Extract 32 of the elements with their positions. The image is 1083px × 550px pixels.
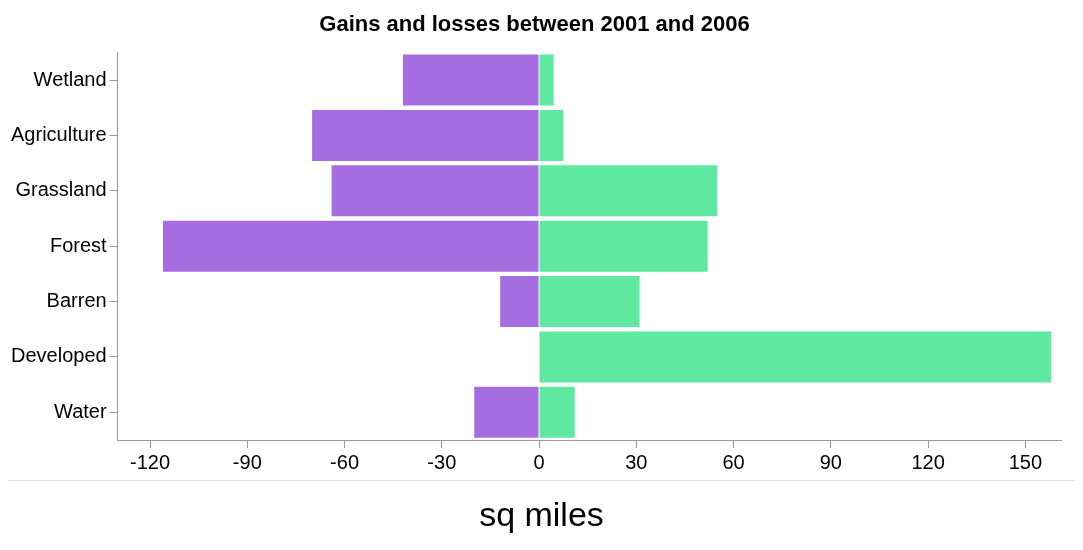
bar (312, 109, 539, 161)
bar (539, 165, 718, 217)
bar (402, 54, 539, 106)
x-tick-label: 30 (625, 450, 648, 473)
x-tick-label: 150 (1008, 450, 1043, 473)
x-axis-title: sq miles (8, 480, 1075, 534)
y-tick-label: Barren (46, 289, 107, 312)
x-tick-label: -90 (232, 450, 262, 473)
x-tick-label: 120 (911, 450, 945, 473)
x-tick-label: 0 (533, 450, 545, 473)
bar (474, 386, 539, 438)
bar (539, 276, 640, 328)
x-tick-label: -60 (330, 450, 360, 473)
y-tick-label: Agriculture (11, 122, 107, 145)
x-tick-label: -30 (427, 450, 457, 473)
y-tick-label: Forest (49, 233, 108, 256)
bar (163, 220, 539, 272)
bar (539, 220, 708, 272)
bar (331, 165, 539, 217)
y-tick-label: Grassland (15, 178, 107, 201)
bar (539, 386, 575, 438)
bar (500, 276, 539, 328)
x-tick-label: 60 (722, 450, 745, 473)
y-tick-label: Wetland (33, 67, 107, 90)
bar (539, 331, 1052, 383)
bar (539, 54, 554, 106)
chart-title: Gains and losses between 2001 and 2006 (319, 11, 750, 37)
y-tick-label: Developed (11, 344, 107, 367)
x-tick-label: 90 (819, 450, 842, 473)
x-tick-label: -120 (130, 450, 171, 473)
y-tick-label: Water (54, 399, 107, 422)
bar (539, 109, 564, 161)
